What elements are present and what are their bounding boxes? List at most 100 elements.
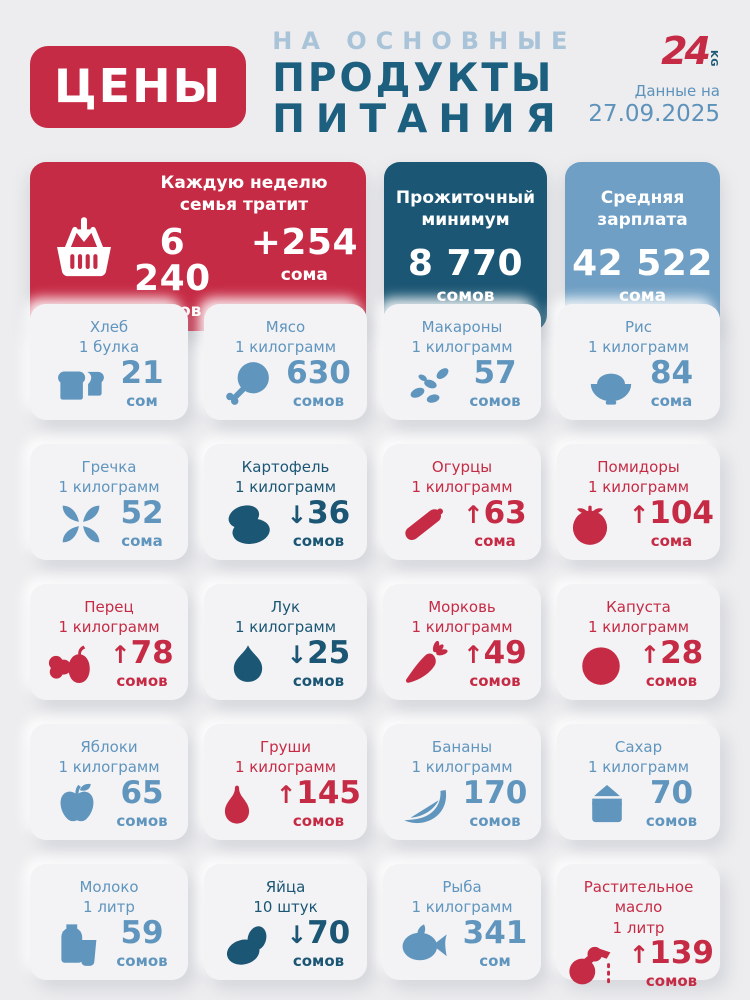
product-card: Мясо 1 килограмм 630 сомов — [204, 304, 367, 420]
product-price: 341 — [462, 914, 528, 951]
rice-icon — [584, 359, 638, 409]
trend-arrow: ↑ — [463, 640, 484, 669]
product-price: ↓36 — [286, 494, 351, 531]
product-name: Гречка — [81, 458, 137, 476]
oil-icon — [563, 939, 617, 989]
weekly-change: +254 сома — [250, 222, 358, 286]
product-name: Груши — [259, 738, 312, 756]
date-value: 27.09.2025 — [588, 101, 720, 127]
price-block: ↑78 сомов — [110, 637, 173, 690]
product-name: Сахар — [614, 738, 663, 756]
product-price: ↑49 — [463, 634, 527, 671]
product-card: Макароны 1 килограмм 57 сомов — [383, 304, 542, 420]
price-block: ↓36 сомов — [286, 494, 351, 550]
product-card: Гречка 1 килограмм 52 сома — [30, 444, 189, 560]
product-name: Макароны — [421, 318, 503, 336]
product-quantity: 1 килограмм — [234, 758, 337, 777]
salary-title: Средняя зарплата — [597, 188, 688, 231]
price-block: ↑28 сомов — [639, 634, 704, 690]
product-card: Хлеб 1 булка 21 сом — [30, 304, 189, 420]
product-price: ↑28 — [639, 634, 704, 671]
banana-icon — [397, 779, 451, 829]
price-unit: сомов — [116, 951, 168, 970]
product-price: ↑104 — [629, 494, 714, 531]
product-card: Морковь 1 килограмм ↑49 сомов — [383, 584, 542, 700]
product-card: Молоко 1 литр 59 сомов — [30, 864, 189, 980]
product-name: Растительное масло — [583, 878, 694, 917]
fish-icon — [397, 919, 451, 969]
product-name: Мясо — [265, 318, 306, 336]
price-unit: сомов — [116, 671, 168, 690]
logo-number: 24 — [661, 29, 711, 73]
weekly-spend-card: Каждую неделю семья тратит 6 240 сомов +… — [30, 162, 366, 332]
price-unit: сомов — [645, 671, 698, 690]
trend-arrow: ↓ — [286, 640, 308, 669]
salary-amount: 42 522 сома — [572, 243, 713, 307]
product-price: 57 — [473, 354, 517, 391]
price-block: 70 сомов — [646, 777, 697, 830]
minimum-title: Прожиточный минимум — [395, 188, 536, 231]
trend-arrow: ↑ — [276, 780, 297, 809]
product-card: Помидоры 1 килограмм ↑104 сома — [557, 444, 720, 560]
product-quantity: 1 килограмм — [587, 758, 690, 777]
bread-icon — [54, 359, 108, 409]
pear-icon — [210, 779, 264, 829]
product-grid: Хлеб 1 булка 21 сом Мясо 1 килограмм 630… — [30, 304, 720, 990]
product-quantity: 1 килограмм — [587, 618, 690, 637]
product-name: Морковь — [428, 598, 496, 616]
product-name: Помидоры — [597, 458, 680, 476]
logo-kg-suffix: KG — [708, 50, 720, 67]
price-block: 59 сомов — [116, 917, 168, 970]
sugar-icon — [580, 779, 634, 829]
price-badge: ЦЕНЫ — [30, 46, 247, 128]
product-quantity: 1 килограмм — [234, 478, 337, 497]
buckwheat-icon — [54, 499, 108, 549]
product-name: Рыба — [442, 878, 482, 896]
trend-arrow: ↑ — [110, 640, 131, 669]
price-unit: сомов — [469, 811, 521, 830]
product-quantity: 1 литр — [612, 918, 665, 937]
price-unit: сома — [474, 531, 516, 550]
product-price: 84 — [649, 354, 694, 391]
trend-arrow: ↑ — [629, 500, 650, 529]
product-card: Яйца 10 штук ↓70 сомов — [204, 864, 367, 980]
subsistence-minimum-card: Прожиточный минимум 8 770 сомов — [384, 162, 547, 332]
price-block: 65 сомов — [116, 777, 167, 830]
product-quantity: 1 килограмм — [411, 758, 513, 777]
price-unit: сомов — [292, 951, 345, 970]
price-block: 170 сомов — [463, 777, 528, 830]
price-unit: сома — [121, 531, 163, 550]
product-card: Растительное масло 1 литр ↑139 сомов — [557, 864, 720, 990]
price-unit: сомов — [469, 671, 521, 690]
product-card: Груши 1 килограмм ↑145 сомов — [204, 724, 367, 840]
product-price: ↓70 — [286, 914, 351, 951]
product-price: 630 — [286, 354, 351, 391]
price-block: 341 сом — [462, 914, 528, 970]
apple-icon — [50, 779, 104, 829]
product-name: Яблоки — [80, 738, 138, 756]
price-block: ↑139 сомов — [629, 937, 714, 990]
product-card: Перец 1 килограмм ↑78 сомов — [30, 584, 189, 700]
price-block: ↑63 сома — [463, 494, 527, 550]
product-price: 52 — [120, 494, 164, 531]
product-price: 21 — [120, 354, 164, 391]
product-quantity: 1 килограмм — [411, 478, 513, 497]
cabbage-icon — [574, 639, 628, 689]
product-price: ↑63 — [463, 494, 527, 531]
price-block: 57 сомов — [469, 354, 520, 410]
product-quantity: 1 килограмм — [411, 338, 513, 357]
trend-arrow: ↓ — [286, 500, 308, 529]
trend-arrow: ↑ — [639, 640, 661, 669]
price-block: ↓70 сомов — [286, 914, 351, 970]
price-block: ↑145 сомов — [276, 777, 361, 830]
price-unit: сомов — [645, 971, 698, 990]
eggs-icon — [221, 919, 275, 969]
product-card: Картофель 1 килограмм ↓36 сомов — [204, 444, 367, 560]
price-unit: сомов — [292, 391, 345, 410]
price-unit: сомов — [292, 531, 345, 550]
price-block: ↑104 сома — [629, 494, 714, 550]
trend-arrow: ↑ — [463, 500, 484, 529]
product-quantity: 1 литр — [83, 898, 135, 917]
header: ЦЕНЫ НА ОСНОВНЫЕ ПРОДУКТЫ ПИТАНИЯ 24 KG … — [30, 24, 720, 146]
weekly-title: Каждую неделю семья тратит — [160, 173, 328, 216]
